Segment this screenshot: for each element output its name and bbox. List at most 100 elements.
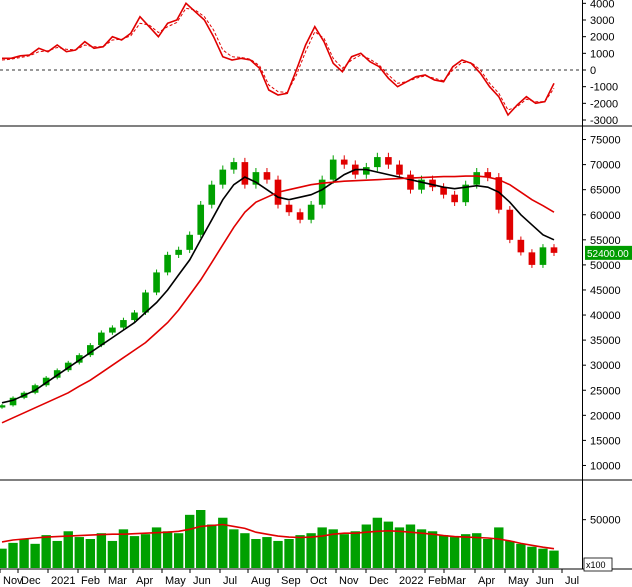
volume-bar xyxy=(483,539,493,568)
x-tick-label: May xyxy=(508,575,529,587)
candle-body xyxy=(374,157,381,168)
volume-bar xyxy=(427,531,438,568)
y-tick-label: 65000 xyxy=(590,185,621,197)
volume-bar xyxy=(251,539,261,568)
candle-body xyxy=(75,355,83,363)
volume-bar xyxy=(383,521,394,568)
candle-body xyxy=(318,179,326,205)
candle-body xyxy=(307,204,315,220)
candle-body xyxy=(53,370,61,378)
y-tick-label: 35000 xyxy=(590,335,621,347)
volume-bar xyxy=(527,546,537,568)
candle-body xyxy=(98,332,105,346)
volume-bar xyxy=(184,514,195,568)
unit-label-box xyxy=(583,557,613,572)
candle-body xyxy=(528,252,536,265)
x-tick-label: Jun xyxy=(536,575,554,587)
y-tick-label: 4000 xyxy=(590,0,614,10)
volume-bar xyxy=(173,533,184,568)
volume-bar xyxy=(262,537,272,568)
y-tick-label: 20000 xyxy=(590,410,621,422)
candle-body xyxy=(329,159,337,180)
y-tick-label: 0 xyxy=(590,65,596,77)
candle-body xyxy=(197,204,205,235)
candle-body xyxy=(418,179,425,190)
y-tick-label: -3000 xyxy=(590,115,618,127)
candle-body xyxy=(451,194,458,203)
y-tick-label: 10000 xyxy=(590,460,621,472)
candle-body xyxy=(263,172,271,180)
x-tick-label: Jun xyxy=(193,575,211,587)
volume-bar xyxy=(74,537,84,568)
candle-body xyxy=(550,247,558,253)
candle-body xyxy=(296,212,304,220)
x-tick-label: Aug xyxy=(251,575,271,587)
volume-bar xyxy=(196,510,206,568)
x-tick-label: Mar xyxy=(108,575,127,587)
y-tick-label: 50000 xyxy=(590,260,621,272)
volume-bar xyxy=(516,543,526,568)
volume-bar xyxy=(372,517,383,568)
volume-bar xyxy=(549,550,559,568)
volume-bar xyxy=(19,539,29,568)
panel-borders xyxy=(0,0,632,570)
y-tick-label: 2000 xyxy=(590,32,614,44)
volume-bar xyxy=(96,533,107,568)
y-tick-label: 3000 xyxy=(590,15,614,27)
volume-bar xyxy=(41,535,51,568)
volume-bar xyxy=(361,524,372,568)
y-tick-label: -2000 xyxy=(590,98,618,110)
y-tick-label: 1000 xyxy=(590,48,614,60)
candle-body xyxy=(142,292,149,313)
candle-body xyxy=(153,272,160,293)
x-tick-label: Sep xyxy=(281,575,301,587)
volume-bar xyxy=(85,539,96,568)
moving-average-line xyxy=(1,168,555,404)
unit-label: x100 xyxy=(586,560,606,570)
x-tick-label: Oct xyxy=(310,575,327,587)
candle-body xyxy=(407,174,414,190)
candle-body xyxy=(495,177,503,210)
candle-body xyxy=(285,204,293,213)
y-tick-label: 50000 xyxy=(590,515,621,527)
x-tick-label: Jul xyxy=(223,575,237,587)
candle-body xyxy=(440,187,447,195)
candle-body xyxy=(42,377,50,386)
y-tick-label: 15000 xyxy=(590,435,621,447)
candle-body xyxy=(539,247,547,265)
candle-body xyxy=(363,167,370,175)
volume-bar xyxy=(0,548,7,568)
candle-body xyxy=(0,405,6,408)
volume-bar xyxy=(52,540,62,568)
volume-bar xyxy=(229,529,239,568)
x-tick-label: Feb xyxy=(81,575,100,587)
volume-bar xyxy=(328,529,338,568)
volume-bar xyxy=(240,533,250,568)
y-tick-label: 40000 xyxy=(590,310,621,322)
candle-body xyxy=(164,254,171,273)
x-tick-label: Feb xyxy=(428,575,447,587)
x-tick-label: 2021 xyxy=(51,575,75,587)
candle-body xyxy=(109,327,116,333)
candle-body xyxy=(252,172,260,185)
volume-bar xyxy=(306,533,316,568)
candle-body xyxy=(64,362,72,371)
candle-body xyxy=(219,169,227,185)
y-tick-label: -1000 xyxy=(590,82,618,94)
volume-bar xyxy=(405,524,416,568)
volume-bar xyxy=(350,531,360,568)
volume-bar xyxy=(207,524,217,568)
y-tick-label: 55000 xyxy=(590,235,621,247)
y-tick-label: 75000 xyxy=(590,135,621,147)
x-tick-label: Nov xyxy=(339,575,359,587)
x-tick-label: Apr xyxy=(478,575,495,587)
candle-body xyxy=(473,172,481,185)
candle-body xyxy=(396,164,403,175)
volume-bar xyxy=(438,535,449,568)
volume-panel: 50000 x100 xyxy=(0,510,621,572)
x-tick-label: 2022 xyxy=(399,575,423,587)
volume-bar xyxy=(284,539,294,568)
indicator-series-line xyxy=(2,2,555,117)
